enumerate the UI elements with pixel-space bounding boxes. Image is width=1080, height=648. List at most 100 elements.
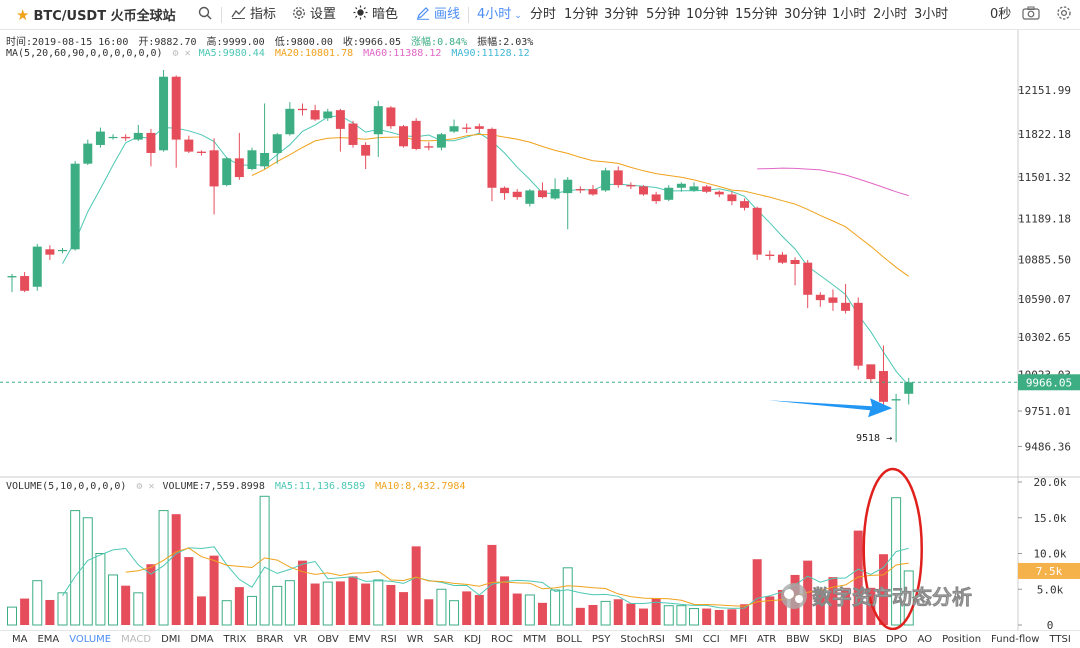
candle-body: [815, 294, 825, 301]
indicator-tab-psy[interactable]: PSY: [591, 634, 611, 645]
watermark-logo-bubble: [795, 595, 803, 603]
indicator-tab-skdj[interactable]: SKDJ: [819, 634, 843, 645]
volume-bar: [146, 564, 156, 625]
candle-body: [95, 131, 105, 145]
indicator-tab-atr[interactable]: ATR: [757, 634, 777, 645]
draw-button[interactable]: 画线: [416, 0, 460, 30]
candle-body: [714, 191, 724, 195]
interval-option[interactable]: 30分钟: [784, 7, 827, 22]
search-icon[interactable]: [198, 0, 212, 30]
candle-body: [58, 249, 68, 252]
volume-bar: [70, 510, 81, 626]
volume-bar: [651, 598, 661, 625]
indicator-tab-fund-flow[interactable]: Fund-flow: [991, 634, 1040, 645]
interval-option[interactable]: 2小时: [873, 7, 908, 22]
theme-toggle[interactable]: 暗色: [353, 0, 398, 30]
interval-option[interactable]: 1小时: [832, 7, 867, 22]
indicator-tab-kdj[interactable]: KDJ: [463, 634, 482, 645]
interval-option[interactable]: 5分钟: [646, 7, 681, 22]
candle-body: [777, 254, 787, 263]
indicator-tab-boll[interactable]: BOLL: [556, 634, 582, 645]
ma90-value: MA90:11128.12: [451, 48, 530, 59]
indicator-tab-ma[interactable]: MA: [12, 634, 28, 645]
ma60-line: [757, 167, 909, 197]
candle-body: [209, 150, 219, 187]
indicator-tab-ema[interactable]: EMA: [37, 634, 60, 645]
candle-body: [512, 191, 522, 198]
info-open: 开:9882.70: [138, 37, 197, 48]
indicator-tab-ttsi[interactable]: TTSI: [1049, 634, 1071, 645]
volume-bar: [45, 599, 55, 625]
indicator-tab-mtm[interactable]: MTM: [522, 634, 547, 645]
indicator-tab-dpo[interactable]: DPO: [885, 634, 908, 645]
volume-bar: [297, 560, 307, 625]
interval-option[interactable]: 15分钟: [735, 7, 778, 22]
interval-option[interactable]: 1分钟: [564, 7, 599, 22]
indicator-tab-vr[interactable]: VR: [293, 634, 308, 645]
indicator-tab-emv[interactable]: EMV: [348, 634, 371, 645]
indicator-tab-dmi[interactable]: DMI: [161, 634, 181, 645]
indicator-tab-obv[interactable]: OBV: [317, 634, 339, 645]
volume-bar: [600, 600, 611, 626]
interval-option[interactable]: 3分钟: [604, 7, 639, 22]
volume-bar: [903, 570, 914, 626]
candle-body: [891, 399, 901, 401]
candle-body: [702, 186, 712, 192]
indicator-tab-position[interactable]: Position: [942, 634, 982, 645]
volume-bar: [777, 589, 787, 625]
watermark-logo-bubble: [784, 589, 794, 599]
volume-bar: [663, 605, 674, 626]
ma-legend-buttons[interactable]: ⚙ ✕: [172, 48, 191, 59]
candle-body: [828, 297, 838, 303]
volume-bar: [7, 606, 17, 626]
candle-body: [323, 111, 333, 119]
indicator-tab-cci[interactable]: CCI: [702, 634, 720, 645]
settings-icon[interactable]: [1056, 0, 1072, 30]
interval-option[interactable]: 分时: [530, 7, 557, 22]
star-icon[interactable]: ★: [16, 6, 30, 24]
top-toolbar: ★ BTC/USDT 火币全球站 指标 设置 暗色 画线 4小时 ⌄ 分时 1分钟 …: [0, 0, 1080, 30]
interval-selector[interactable]: 4小时 ⌄: [477, 0, 522, 30]
indicator-tab-dma[interactable]: DMA: [190, 634, 214, 645]
indicator-tab-ao[interactable]: AO: [917, 634, 933, 645]
indicator-tab-bbw[interactable]: BBW: [786, 634, 810, 645]
candle-body: [449, 126, 459, 132]
indicator-tab-smi[interactable]: SMI: [674, 634, 693, 645]
settings-button[interactable]: 设置: [292, 0, 336, 30]
indicator-tab-trix[interactable]: TRIX: [223, 634, 247, 645]
candlestick-chart[interactable]: 12151.99 11822.18 11501.32 11189.18 10885.50…: [0, 0, 1080, 630]
indicator-tab-mfi[interactable]: MFI: [729, 634, 748, 645]
info-high: 高:9999.00: [206, 37, 265, 48]
volume-bar: [246, 595, 257, 626]
indicator-tab-roc[interactable]: ROC: [491, 634, 513, 645]
info-time: 时间:2019-08-15 16:00: [6, 37, 129, 48]
indicator-tab-volume[interactable]: VOLUME: [69, 634, 112, 645]
interval-option[interactable]: 10分钟: [686, 7, 729, 22]
volume-bar: [702, 608, 712, 625]
indicators-button[interactable]: 指标: [231, 0, 276, 30]
volume-bar: [221, 600, 232, 626]
annotation-circle: [862, 467, 923, 630]
indicator-tab-wr[interactable]: WR: [406, 634, 424, 645]
volume-legend-label: VOLUME(5,10,0,0,0,0): [6, 481, 127, 492]
interval-option[interactable]: 3小时: [914, 7, 949, 22]
indicator-tab-bias[interactable]: BIAS: [852, 634, 876, 645]
camera-icon[interactable]: [1022, 0, 1040, 30]
indicator-tab-rsi[interactable]: RSI: [380, 634, 397, 645]
indicator-tab-brar[interactable]: BRAR: [256, 634, 284, 645]
volume-tick-label: 15.0k: [1033, 512, 1066, 525]
candle-body: [651, 194, 661, 202]
indicator-tab-stochrsi[interactable]: StochRSI: [620, 634, 665, 645]
volume-bar: [424, 599, 434, 625]
indicator-bar: MA EMA VOLUME MACD DMI DMA TRIX BRAR VR OBV EMV RSI…: [0, 630, 1080, 648]
indicator-tab-macd[interactable]: MACD: [121, 634, 152, 645]
volume-legend-buttons[interactable]: ⚙ ✕: [136, 481, 155, 492]
current-volume-box: [1018, 562, 1080, 579]
price-tick-label: 11501.32: [1018, 171, 1071, 184]
symbol-selector[interactable]: ★ BTC/USDT 火币全球站: [16, 0, 176, 30]
volume-bar: [373, 579, 384, 626]
price-tick-label: 11189.18: [1018, 213, 1071, 226]
ma5-value: MA5:9980.44: [198, 48, 265, 59]
candle-body: [411, 120, 421, 149]
indicator-tab-sar[interactable]: SAR: [433, 634, 454, 645]
